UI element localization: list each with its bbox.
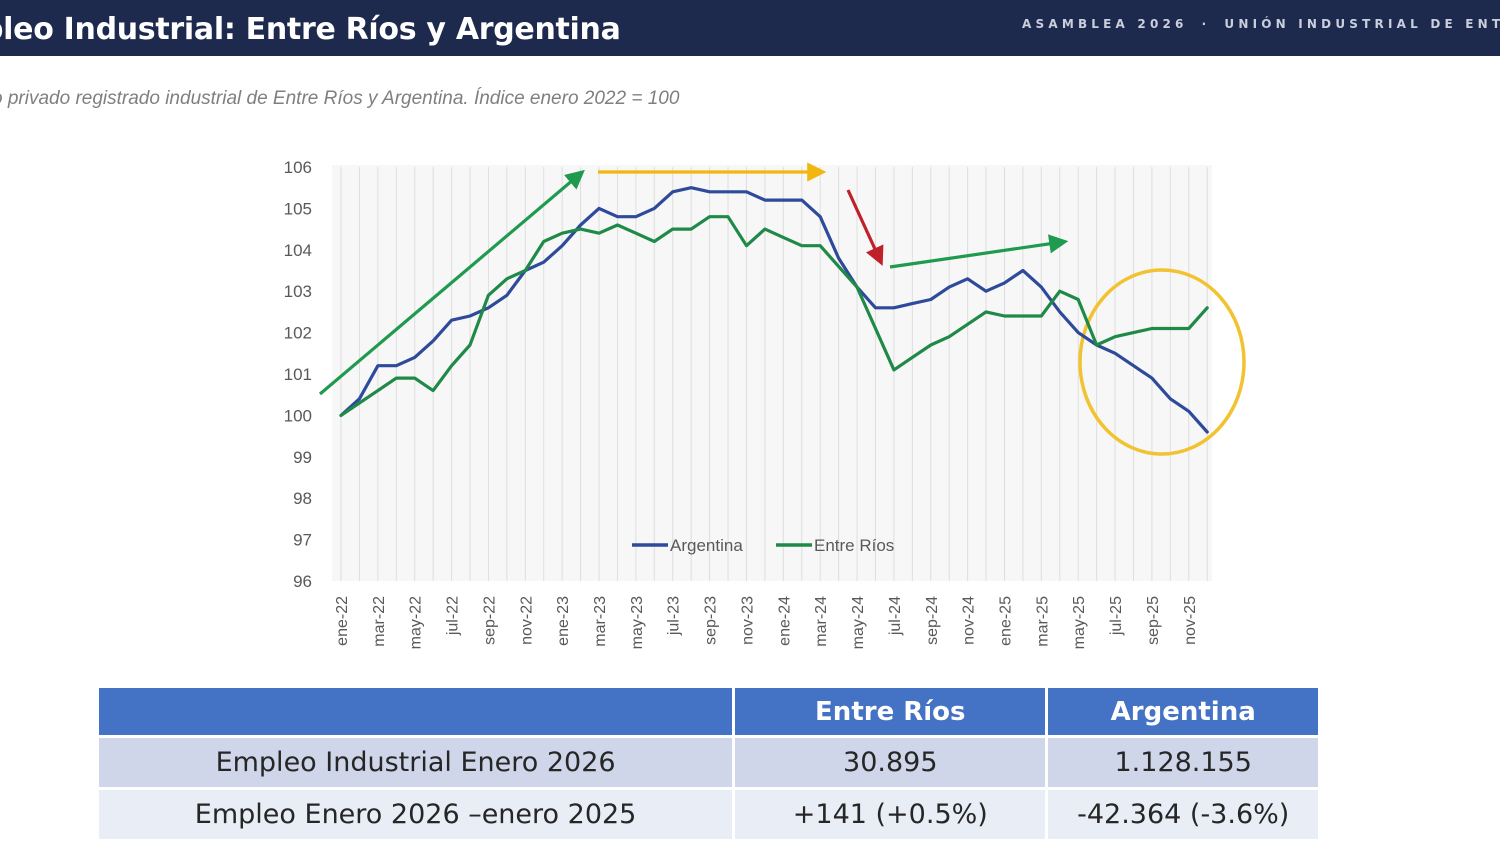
table-row: Empleo Enero 2026 –enero 2025 +141 (+0.5…: [95, 787, 1321, 842]
table-header-empty: [95, 685, 736, 738]
header-event-label: ASAMBLEA 2026 · UNIÓN INDUSTRIAL DE ENTR: [1022, 17, 1500, 31]
table-cell-argentina: 1.128.155: [1045, 735, 1321, 790]
x-tick-label: nov-25: [1182, 596, 1199, 645]
x-tick-label: jul-25: [1108, 596, 1125, 636]
x-tick-label: sep-25: [1145, 596, 1162, 645]
y-tick-label: 98: [293, 489, 312, 508]
header-separator: ·: [1201, 17, 1211, 31]
table-header-entre-rios: Entre Ríos: [732, 685, 1049, 738]
x-tick-label: nov-23: [739, 596, 756, 645]
header-bar: pleo Industrial: Entre Ríos y Argentina …: [0, 0, 1500, 56]
x-tick-label: ene-22: [334, 596, 351, 646]
x-tick-label: jul-23: [666, 596, 683, 636]
x-tick-label: ene-24: [776, 596, 793, 646]
legend-label: Argentina: [670, 536, 743, 555]
x-tick-label: sep-24: [924, 596, 941, 645]
annotation-arrow: [889, 234, 1069, 269]
table-cell-label: Empleo Enero 2026 –enero 2025: [95, 787, 736, 842]
y-tick-label: 96: [293, 572, 312, 591]
y-tick-label: 100: [284, 406, 312, 425]
highlight-circle: [1078, 268, 1246, 456]
table-cell-entre-rios: 30.895: [732, 735, 1049, 790]
x-tick-label: ene-25: [997, 596, 1014, 646]
x-tick-label: jul-24: [887, 596, 904, 636]
x-tick-label: mar-24: [813, 596, 830, 647]
x-tick-label: may-23: [629, 596, 646, 649]
x-tick-label: nov-24: [961, 596, 978, 645]
y-tick-label: 106: [284, 158, 312, 177]
summary-table: Entre Ríos Argentina Empleo Industrial E…: [95, 685, 1321, 842]
organization-name: UNIÓN INDUSTRIAL DE ENTR: [1224, 17, 1500, 31]
table-cell-argentina: -42.364 (-3.6%): [1045, 787, 1321, 842]
page-title: pleo Industrial: Entre Ríos y Argentina: [0, 12, 621, 47]
y-tick-label: 102: [284, 324, 312, 343]
x-tick-label: jul-22: [445, 596, 462, 636]
x-tick-label: mar-22: [371, 596, 388, 647]
table-header-row: Entre Ríos Argentina: [95, 685, 1321, 738]
y-tick-label: 103: [284, 282, 312, 301]
x-tick-label: may-22: [408, 596, 425, 649]
x-tick-label: sep-23: [703, 596, 720, 645]
chart-subtitle: o privado registrado industrial de Entre…: [0, 88, 680, 109]
plot-area: [332, 165, 1212, 581]
table-row: Empleo Industrial Enero 2026 30.895 1.12…: [95, 735, 1321, 790]
annotation-arrow: [846, 189, 884, 266]
table-cell-label: Empleo Industrial Enero 2026: [95, 735, 736, 790]
x-tick-label: nov-22: [518, 596, 535, 645]
employment-chart: 96 97 98 99 100 101 102 103 104 105 106 ene-22 mar-2…: [284, 158, 1246, 649]
annotation-arrow: [318, 169, 585, 396]
x-tick-label: mar-23: [592, 596, 609, 647]
series-line-argentina: [339, 186, 1209, 434]
x-tick-label: sep-22: [481, 596, 498, 645]
y-tick-label: 105: [284, 199, 312, 218]
x-tick-label: mar-25: [1034, 596, 1051, 647]
legend-label: Entre Ríos: [814, 536, 894, 555]
y-tick-label: 97: [293, 531, 312, 550]
x-tick-label: ene-23: [555, 596, 572, 646]
table-header-argentina: Argentina: [1045, 685, 1321, 738]
table-cell-entre-rios: +141 (+0.5%): [732, 787, 1049, 842]
x-tick-label: may-24: [850, 596, 867, 649]
event-name: ASAMBLEA 2026: [1022, 17, 1188, 31]
y-tick-label: 101: [284, 365, 312, 384]
y-tick-label: 104: [284, 241, 312, 260]
x-tick-label: may-25: [1071, 596, 1088, 649]
y-tick-label: 99: [293, 448, 312, 467]
series-line-entre-rios: [339, 215, 1209, 417]
